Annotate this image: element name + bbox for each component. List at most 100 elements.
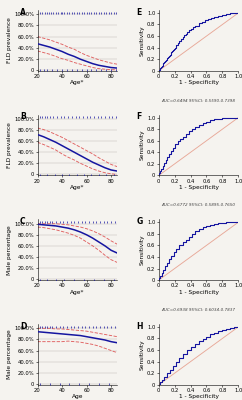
Point bbox=[114, 67, 118, 74]
Point bbox=[43, 114, 47, 121]
Point bbox=[109, 324, 113, 330]
X-axis label: 1 - Specificity: 1 - Specificity bbox=[179, 185, 219, 190]
Point bbox=[85, 114, 89, 121]
Point bbox=[107, 114, 111, 121]
Point bbox=[106, 219, 109, 225]
Point bbox=[112, 276, 115, 283]
Point bbox=[49, 10, 53, 16]
Point bbox=[94, 67, 98, 74]
Point bbox=[50, 219, 54, 225]
Point bbox=[106, 324, 109, 330]
Point bbox=[98, 324, 102, 330]
Point bbox=[99, 10, 103, 16]
Point bbox=[54, 276, 58, 283]
Point bbox=[77, 10, 81, 16]
Point bbox=[55, 67, 59, 74]
Text: E: E bbox=[136, 8, 142, 16]
X-axis label: 1 - Specificity: 1 - Specificity bbox=[179, 290, 219, 295]
Y-axis label: Sensitivity: Sensitivity bbox=[140, 130, 145, 160]
Point bbox=[38, 114, 42, 121]
Point bbox=[68, 381, 71, 388]
Point bbox=[58, 324, 61, 330]
Point bbox=[70, 114, 74, 121]
Point bbox=[48, 324, 52, 330]
Point bbox=[54, 10, 58, 16]
Point bbox=[40, 219, 44, 225]
Point bbox=[99, 114, 103, 121]
Point bbox=[91, 219, 95, 225]
Point bbox=[52, 114, 55, 121]
Point bbox=[61, 219, 65, 225]
Point bbox=[87, 10, 91, 16]
Point bbox=[107, 381, 111, 388]
Point bbox=[45, 114, 49, 121]
Point bbox=[97, 172, 101, 178]
Point bbox=[109, 10, 113, 16]
Point bbox=[40, 324, 44, 330]
Point bbox=[54, 219, 58, 225]
Y-axis label: Male percentage: Male percentage bbox=[7, 225, 12, 275]
Point bbox=[114, 10, 118, 16]
Point bbox=[69, 324, 73, 330]
X-axis label: 1 - Specificity: 1 - Specificity bbox=[179, 80, 219, 86]
Point bbox=[75, 172, 79, 178]
Point bbox=[77, 381, 81, 388]
X-axis label: Age*: Age* bbox=[70, 185, 85, 190]
Point bbox=[83, 324, 87, 330]
Point bbox=[70, 67, 74, 74]
Point bbox=[112, 172, 115, 178]
Point bbox=[81, 114, 85, 121]
Point bbox=[85, 10, 89, 16]
Point bbox=[38, 324, 42, 330]
Point bbox=[94, 324, 98, 330]
Point bbox=[92, 10, 96, 16]
Point bbox=[38, 381, 42, 388]
Point bbox=[80, 10, 83, 16]
Point bbox=[109, 67, 113, 74]
Point bbox=[109, 219, 113, 225]
Point bbox=[66, 114, 70, 121]
Point bbox=[87, 219, 91, 225]
Point bbox=[59, 10, 63, 16]
Point bbox=[53, 172, 57, 178]
Point bbox=[69, 219, 73, 225]
Y-axis label: Sensitivity: Sensitivity bbox=[140, 234, 145, 265]
Text: AUC=0.6494 95%CI: 0.5590-0.7398: AUC=0.6494 95%CI: 0.5590-0.7398 bbox=[161, 99, 235, 103]
Text: C: C bbox=[20, 217, 26, 226]
Point bbox=[94, 10, 98, 16]
Point bbox=[50, 67, 54, 74]
Y-axis label: Male percentage: Male percentage bbox=[7, 330, 12, 379]
Text: AUC=0.6938 95%CI: 0.6034-0.7837: AUC=0.6938 95%CI: 0.6034-0.7837 bbox=[161, 308, 235, 312]
Point bbox=[45, 172, 49, 178]
Point bbox=[87, 381, 91, 388]
Point bbox=[112, 10, 115, 16]
Point bbox=[85, 67, 89, 74]
Point bbox=[54, 324, 58, 330]
Point bbox=[61, 324, 65, 330]
X-axis label: Age: Age bbox=[72, 394, 83, 399]
Point bbox=[90, 172, 93, 178]
Point bbox=[65, 219, 69, 225]
Point bbox=[65, 324, 69, 330]
Point bbox=[48, 381, 52, 388]
Y-axis label: Sensitivity: Sensitivity bbox=[140, 25, 145, 56]
Point bbox=[42, 67, 45, 74]
Y-axis label: FLD prevalence: FLD prevalence bbox=[7, 122, 12, 168]
Text: F: F bbox=[136, 112, 142, 121]
Point bbox=[43, 219, 47, 225]
Point bbox=[65, 10, 69, 16]
Point bbox=[72, 219, 76, 225]
Point bbox=[98, 219, 102, 225]
Point bbox=[102, 219, 106, 225]
Text: AUC=0.6772 95%CI: 0.5895-0.7650: AUC=0.6772 95%CI: 0.5895-0.7650 bbox=[161, 204, 235, 208]
Point bbox=[48, 219, 52, 225]
Point bbox=[62, 276, 66, 283]
Point bbox=[75, 67, 79, 74]
Point bbox=[48, 114, 52, 121]
Point bbox=[94, 219, 98, 225]
Point bbox=[38, 10, 42, 16]
Point bbox=[50, 324, 54, 330]
Point bbox=[40, 10, 44, 16]
Point bbox=[59, 114, 63, 121]
Point bbox=[45, 67, 49, 74]
